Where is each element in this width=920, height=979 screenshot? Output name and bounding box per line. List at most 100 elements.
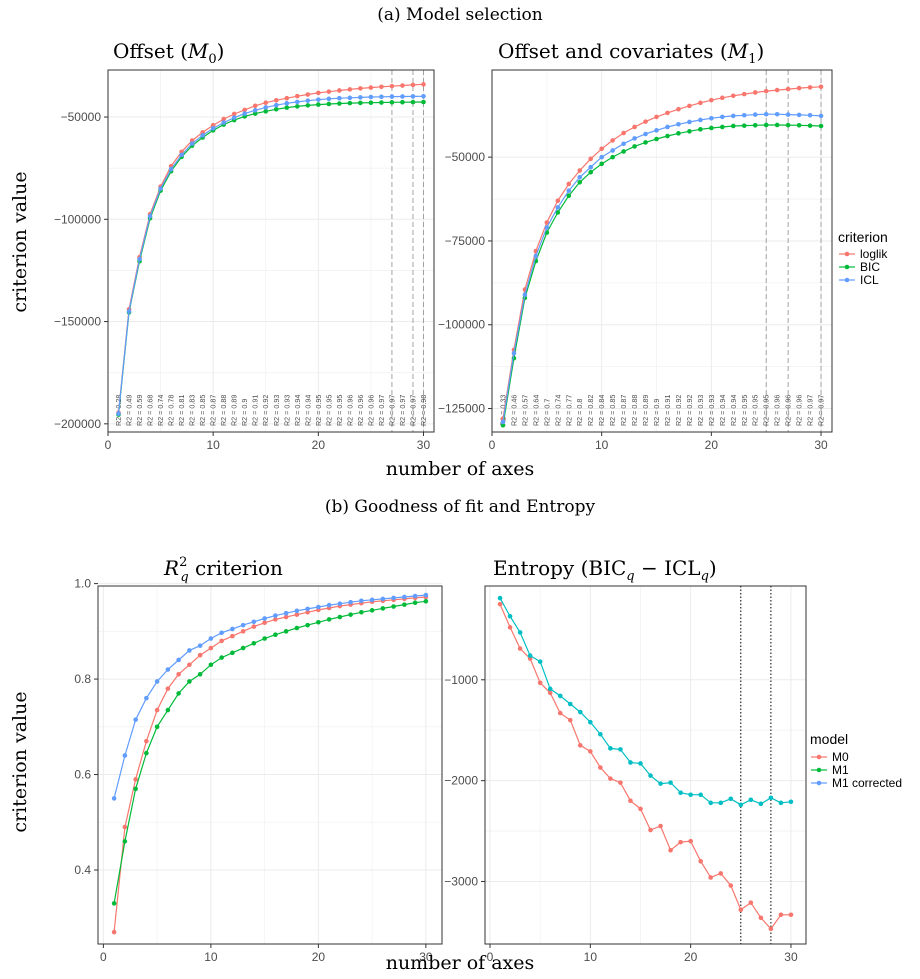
r2-annotation: R2 = 0.95 bbox=[324, 395, 333, 426]
data-point-m1 bbox=[283, 629, 289, 634]
data-point-loglik bbox=[294, 93, 300, 99]
data-point-icl bbox=[147, 213, 153, 219]
data-point-icl bbox=[643, 131, 648, 137]
data-point-icl bbox=[720, 114, 725, 120]
data-point-m1-corrected bbox=[768, 795, 774, 801]
r2-annotation: R2 = 0.96 bbox=[345, 395, 354, 426]
y-tick-label: −3000 bbox=[444, 874, 478, 888]
legend-key-point bbox=[816, 754, 822, 760]
r2-annotation: R2 = 0.93 bbox=[272, 395, 281, 426]
data-point-m1-corrected bbox=[708, 800, 714, 806]
r2-annotation: R2 = 0.74 bbox=[553, 395, 562, 426]
data-point-bic bbox=[643, 140, 648, 145]
r2-annotation: R2 = 0.78 bbox=[167, 395, 176, 426]
data-point-m1-corrected bbox=[262, 616, 267, 621]
data-point-bic bbox=[566, 193, 572, 198]
data-point-m1 bbox=[348, 612, 353, 617]
r2-annotation: R2 = 0.92 bbox=[674, 395, 683, 426]
data-point-icl bbox=[763, 111, 769, 117]
data-point-loglik bbox=[389, 83, 395, 89]
data-point-m1-corrected bbox=[187, 648, 192, 653]
data-point-m1 bbox=[187, 679, 192, 684]
data-point-m0 bbox=[251, 624, 257, 629]
data-point-m1 bbox=[251, 640, 257, 646]
data-point-m0 bbox=[187, 662, 192, 668]
data-point-icl bbox=[676, 122, 681, 127]
y-tick-label: −125000 bbox=[438, 402, 485, 416]
data-point-icl bbox=[741, 112, 747, 118]
data-point-m1-corrected bbox=[305, 606, 310, 612]
data-point-m1-corrected bbox=[598, 731, 603, 737]
data-point-bic bbox=[709, 125, 714, 131]
data-point-loglik bbox=[599, 146, 604, 152]
data-point-icl bbox=[347, 95, 353, 101]
r2-annotation: R2 = 0.95 bbox=[740, 395, 749, 426]
data-point-icl bbox=[116, 411, 121, 416]
data-point-m0 bbox=[240, 629, 246, 634]
r2-annotation: R2 = 0.88 bbox=[630, 395, 639, 426]
y-tick-label: −150000 bbox=[54, 315, 101, 329]
r2-annotation: R2 = 0.7 bbox=[542, 399, 551, 426]
r2-annotation: R2 = 0.87 bbox=[209, 395, 218, 426]
data-point-icl bbox=[654, 128, 659, 133]
r2-annotation: R2 = 0.89 bbox=[230, 395, 239, 426]
data-point-m1 bbox=[402, 602, 407, 607]
data-point-m1 bbox=[262, 636, 267, 641]
data-point-loglik bbox=[566, 181, 572, 187]
r2-annotation: R2 = 0.68 bbox=[146, 395, 155, 426]
x-tick-label: 30 bbox=[814, 438, 828, 452]
data-point-bic bbox=[284, 105, 290, 110]
data-point-bic bbox=[389, 100, 395, 105]
data-point-m1-corrected bbox=[507, 613, 513, 619]
data-point-m0 bbox=[197, 652, 203, 658]
data-point-m1-corrected bbox=[537, 659, 543, 664]
data-point-m0 bbox=[230, 633, 235, 639]
data-point-m1-corrected bbox=[273, 613, 278, 618]
data-point-m0 bbox=[547, 690, 553, 696]
r2-annotation: R2 = 0.97 bbox=[408, 395, 417, 426]
data-point-m1-corrected bbox=[628, 760, 633, 765]
data-point-m1-corrected bbox=[316, 604, 321, 610]
data-point-m1-corrected bbox=[219, 630, 224, 636]
data-point-m0 bbox=[219, 638, 224, 644]
data-point-m1 bbox=[423, 598, 429, 604]
legend-label-m1-corrected: M1 corrected bbox=[832, 776, 902, 790]
data-point-m1 bbox=[359, 609, 364, 615]
data-point-bic bbox=[621, 149, 626, 154]
data-point-m0 bbox=[497, 601, 503, 607]
x-axis-label-a: number of axes bbox=[386, 458, 535, 480]
data-point-m1 bbox=[133, 786, 138, 792]
data-point-m0 bbox=[567, 717, 573, 723]
y-tick-label: −100000 bbox=[438, 318, 485, 332]
data-point-m0 bbox=[748, 900, 754, 905]
data-point-icl bbox=[544, 225, 550, 230]
data-point-icl bbox=[555, 205, 561, 210]
r2-annotation: R2 = 0.96 bbox=[795, 395, 804, 426]
legend-key-point bbox=[816, 780, 822, 786]
data-point-icl bbox=[210, 125, 216, 131]
data-point-m1-corrected bbox=[283, 610, 289, 616]
legend-label-m1: M1 bbox=[832, 763, 849, 777]
data-point-loglik bbox=[358, 86, 363, 91]
data-point-loglik bbox=[252, 103, 258, 109]
data-point-loglik bbox=[410, 82, 416, 88]
data-point-loglik bbox=[316, 90, 321, 96]
data-point-bic bbox=[500, 422, 506, 428]
data-point-bic bbox=[763, 122, 769, 128]
data-point-loglik bbox=[720, 95, 725, 101]
data-point-m1-corrected bbox=[176, 657, 181, 663]
data-point-m1-corrected bbox=[337, 601, 343, 606]
data-point-icl bbox=[533, 253, 539, 259]
legend-label-bic: BIC bbox=[860, 260, 880, 274]
data-point-m1-corrected bbox=[618, 747, 623, 752]
data-point-icl bbox=[421, 93, 426, 99]
r2-annotation: R2 = 0.83 bbox=[188, 395, 197, 426]
data-point-m0 bbox=[208, 645, 214, 651]
legend-model-title: model bbox=[810, 731, 848, 747]
r2-annotation: R2 = 0.93 bbox=[707, 395, 716, 426]
data-point-m1-corrected bbox=[557, 693, 563, 699]
data-point-icl bbox=[368, 94, 374, 100]
data-point-icl bbox=[358, 95, 363, 100]
